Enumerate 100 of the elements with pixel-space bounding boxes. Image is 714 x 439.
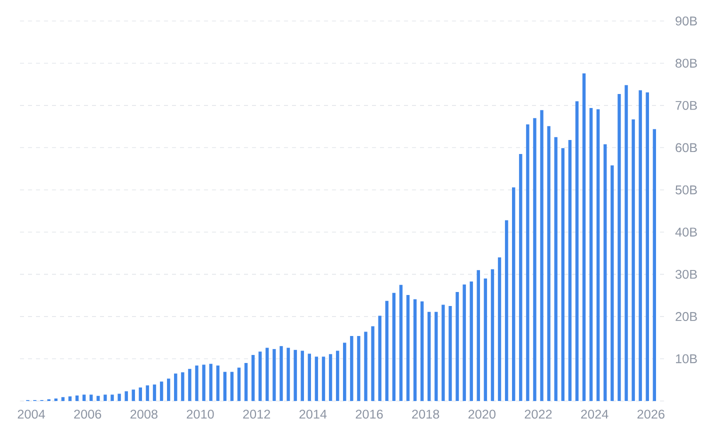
bar [364,332,368,401]
bar [470,282,473,401]
y-tick-label: 40B [675,228,697,237]
bar [132,390,135,401]
bar [540,110,544,401]
bar [582,73,586,401]
bar [484,278,488,401]
y-tick-label: 90B [676,16,697,26]
bar [568,140,572,401]
bar [392,292,396,401]
bar [286,348,290,401]
x-tick-label: 2016 [356,410,383,419]
bar [638,90,642,401]
bar [554,137,558,401]
x-tick-label: 2026 [637,410,664,419]
bar [652,129,656,401]
bar [575,101,579,401]
bar [385,300,388,401]
bar [166,378,170,401]
bar [202,364,206,401]
bar [336,350,340,401]
bar [357,336,360,401]
bar [442,304,445,401]
bar [244,362,248,401]
bar [371,326,374,401]
bar [343,342,346,401]
bar [314,356,318,401]
bar [68,396,72,401]
bar [209,364,212,401]
bar [462,284,466,401]
bar [420,301,424,401]
bar [272,349,276,401]
bar [300,350,304,401]
bar [646,92,649,401]
bar [82,394,86,401]
bar [266,348,269,401]
bar [124,391,128,401]
bar [406,295,410,401]
y-tick-label: 10B [676,354,697,364]
bar [294,350,297,401]
bar [604,144,607,401]
bar [399,284,403,401]
bar [322,356,326,401]
bar [280,346,283,401]
y-tick-label: 30B [676,270,697,279]
bar [561,148,564,401]
x-tick-label: 2018 [412,410,440,419]
x-tick-label: 2010 [186,410,214,419]
bar [308,354,312,401]
bar [456,292,459,401]
bar [533,118,536,401]
bar [490,269,494,401]
x-tick-label: 2008 [130,410,158,419]
bar [110,394,114,401]
x-tick-label: 2006 [74,410,102,419]
bar [195,366,198,401]
bar [547,126,550,401]
bar [230,372,234,401]
x-tick-label: 2012 [243,410,270,419]
bar [476,270,480,401]
bar [75,395,79,401]
bar [216,366,220,401]
bar [54,398,58,401]
bar [413,299,417,401]
x-tick-label: 2022 [524,410,552,419]
bar [624,85,628,401]
y-tick-label: 70B [676,100,697,110]
bar [596,109,600,401]
bar [160,382,164,401]
bar [512,187,516,401]
bar [174,374,178,401]
bar [251,354,255,401]
bar [237,368,241,401]
bar [610,165,614,401]
bar [328,354,332,401]
bar [434,312,438,401]
bar [632,119,635,401]
bar [90,394,93,401]
x-tick-label: 2004 [18,410,45,419]
y-tick-label: 80B [676,58,697,68]
bar [258,352,262,401]
bar [504,220,508,401]
y-tick-label: 50B [676,185,697,194]
x-tick-label: 2014 [299,410,327,419]
y-tick-label: 20B [676,312,697,322]
bar [350,336,354,401]
bar [96,396,100,401]
bar [152,384,156,401]
bar [428,312,431,401]
bar [146,385,150,401]
bar [519,154,522,401]
bar [223,372,227,401]
bar [378,316,382,401]
y-tick-label: 60B [676,143,697,152]
bar [526,124,530,401]
x-tick-label: 2020 [468,410,496,419]
bar [104,394,107,401]
bar [589,108,593,401]
bar [498,257,502,401]
x-tick-label: 2024 [581,410,608,419]
